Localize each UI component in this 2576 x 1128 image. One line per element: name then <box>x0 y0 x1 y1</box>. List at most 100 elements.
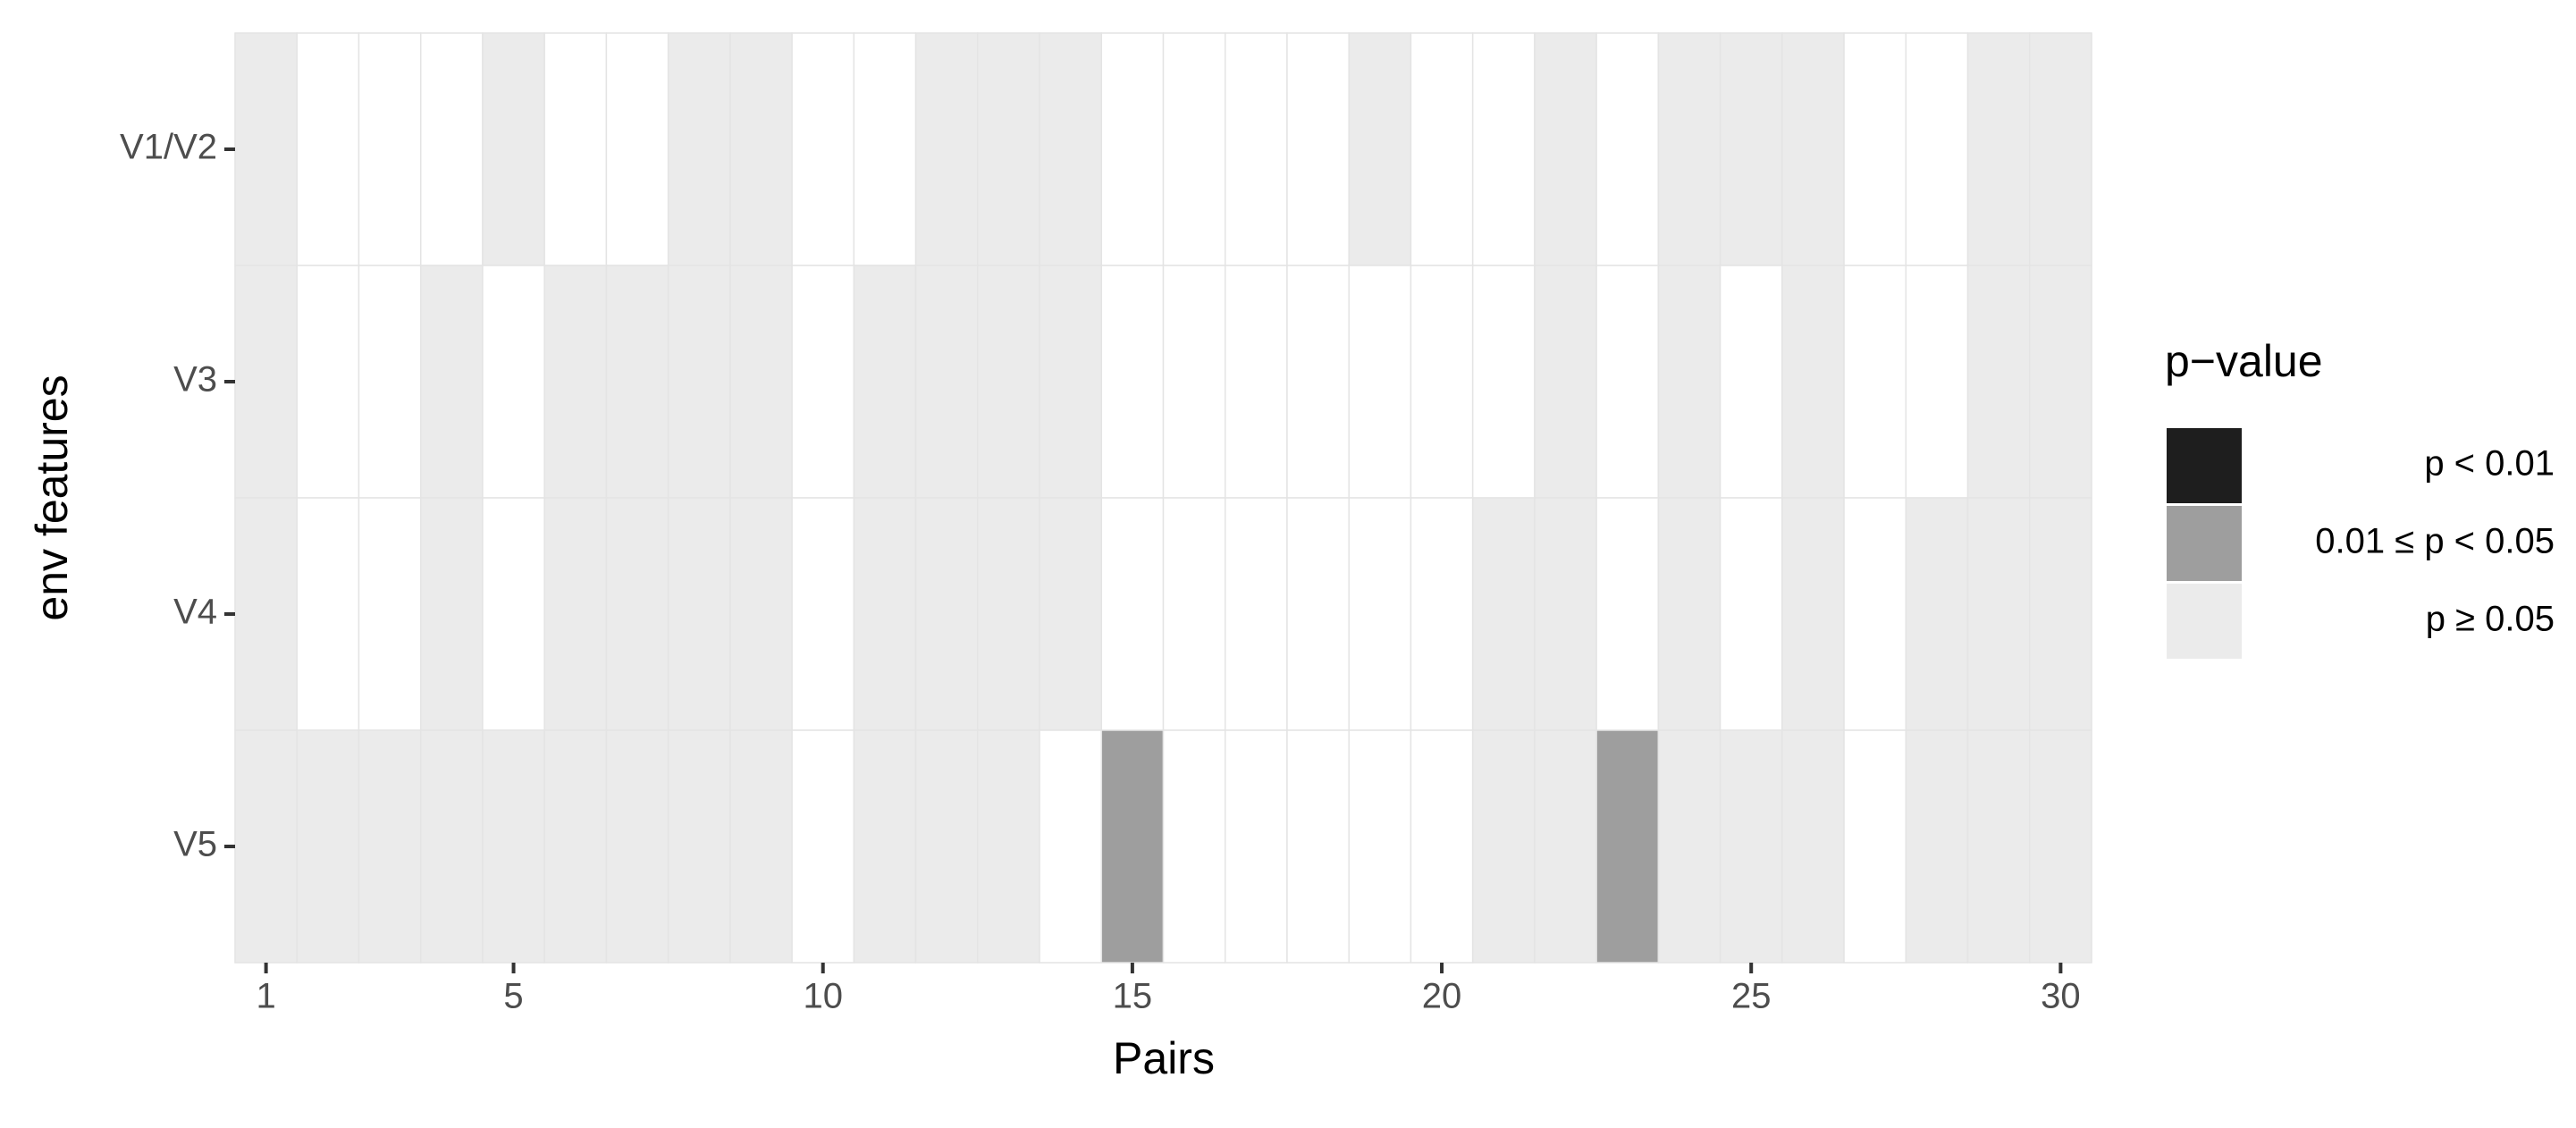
cell <box>1595 32 1660 266</box>
cell <box>914 32 979 266</box>
cell <box>543 265 608 499</box>
cell <box>482 265 545 499</box>
cell <box>1348 32 1412 266</box>
cell <box>2029 265 2092 499</box>
cell <box>1471 497 1536 731</box>
cell <box>1471 265 1536 499</box>
cell <box>296 265 360 499</box>
cell <box>1781 32 1845 266</box>
cell <box>358 729 422 964</box>
cell <box>1719 265 1783 499</box>
cell <box>977 497 1040 731</box>
cell <box>296 729 360 964</box>
cell <box>667 32 731 266</box>
cell <box>605 729 669 964</box>
cell <box>1905 265 1969 499</box>
cell <box>1162 265 1226 499</box>
cell <box>1966 497 2031 731</box>
legend-key <box>2165 582 2243 661</box>
cell <box>1534 729 1597 964</box>
legend-label: p < 0.01 <box>2424 444 2555 484</box>
cell <box>1348 497 1412 731</box>
cell <box>1966 265 2031 499</box>
y-tick-label: V5 <box>173 825 217 864</box>
x-tick-label: 20 <box>1422 977 1462 1016</box>
cell <box>605 32 669 266</box>
cell <box>482 729 545 964</box>
cell <box>914 265 979 499</box>
cell <box>1162 497 1226 731</box>
cell <box>729 32 793 266</box>
cell <box>234 497 298 731</box>
cell <box>1534 32 1597 266</box>
cell <box>1595 497 1660 731</box>
cell <box>2029 729 2092 964</box>
cell <box>1719 729 1783 964</box>
cell <box>729 265 793 499</box>
x-tick-label: 5 <box>503 977 523 1016</box>
cell <box>977 265 1040 499</box>
cell <box>543 497 608 731</box>
cell <box>234 32 298 266</box>
legend-title: p−value <box>2165 336 2323 386</box>
cell <box>1905 32 1969 266</box>
cell <box>2029 497 2092 731</box>
cell <box>853 729 917 964</box>
x-tick-label: 25 <box>1731 977 1772 1016</box>
cell <box>1286 32 1350 266</box>
cell <box>1719 32 1783 266</box>
cell <box>791 32 855 266</box>
cell <box>234 265 298 499</box>
legend-key <box>2165 426 2243 505</box>
cell <box>1781 497 1845 731</box>
cell <box>1905 497 1969 731</box>
cell <box>1410 497 1474 731</box>
y-tick-label: V1/V2 <box>120 128 217 167</box>
cell <box>1595 265 1660 499</box>
cell <box>1410 32 1474 266</box>
cell <box>605 265 669 499</box>
cell <box>1534 497 1597 731</box>
cell <box>853 497 917 731</box>
cell <box>1100 729 1165 964</box>
cell <box>729 729 793 964</box>
cell <box>1719 497 1783 731</box>
cell <box>667 497 731 731</box>
cell <box>1781 729 1845 964</box>
cell <box>1224 265 1288 499</box>
cell <box>419 32 484 266</box>
cell <box>1100 497 1165 731</box>
cell <box>234 729 298 964</box>
cell <box>1286 729 1350 964</box>
x-tick-label: 15 <box>1113 977 1153 1016</box>
cell <box>977 32 1040 266</box>
cell <box>1966 729 2031 964</box>
x-tick-label: 1 <box>256 977 275 1016</box>
cell <box>605 497 669 731</box>
y-tick-label: V4 <box>173 593 217 632</box>
cell <box>358 32 422 266</box>
cell <box>1843 497 1907 731</box>
cell <box>853 265 917 499</box>
cell <box>914 497 979 731</box>
legend-label: 0.01 ≤ p < 0.05 <box>2315 522 2555 561</box>
cell <box>1781 265 1845 499</box>
cell <box>358 497 422 731</box>
cell <box>482 32 545 266</box>
cell <box>296 497 360 731</box>
cell <box>1471 32 1536 266</box>
cell <box>1162 32 1226 266</box>
cell <box>1410 729 1474 964</box>
cell <box>1966 32 2031 266</box>
cell <box>1595 729 1660 964</box>
cell <box>358 265 422 499</box>
cell <box>296 32 360 266</box>
cell <box>853 32 917 266</box>
cell <box>1843 265 1907 499</box>
cell <box>1100 265 1165 499</box>
cell <box>1657 32 1722 266</box>
cell <box>1224 32 1288 266</box>
cell <box>1286 265 1350 499</box>
